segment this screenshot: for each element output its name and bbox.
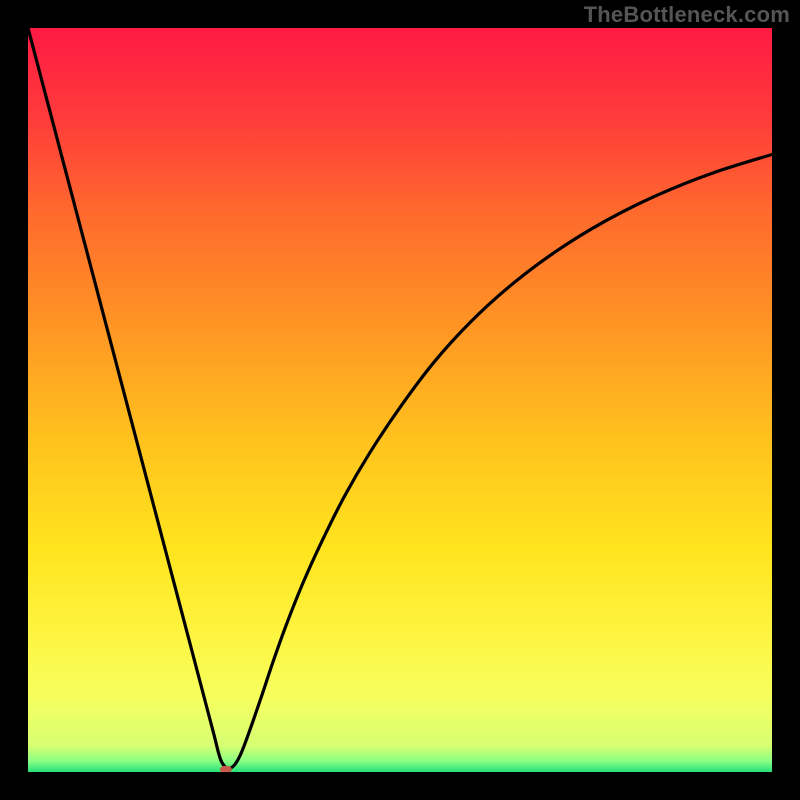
watermark-text: TheBottleneck.com xyxy=(584,2,790,28)
chart-container: TheBottleneck.com xyxy=(0,0,800,800)
gradient-background xyxy=(28,28,772,772)
min-marker xyxy=(220,766,232,772)
plot-svg xyxy=(28,28,772,772)
plot-area xyxy=(28,28,772,772)
